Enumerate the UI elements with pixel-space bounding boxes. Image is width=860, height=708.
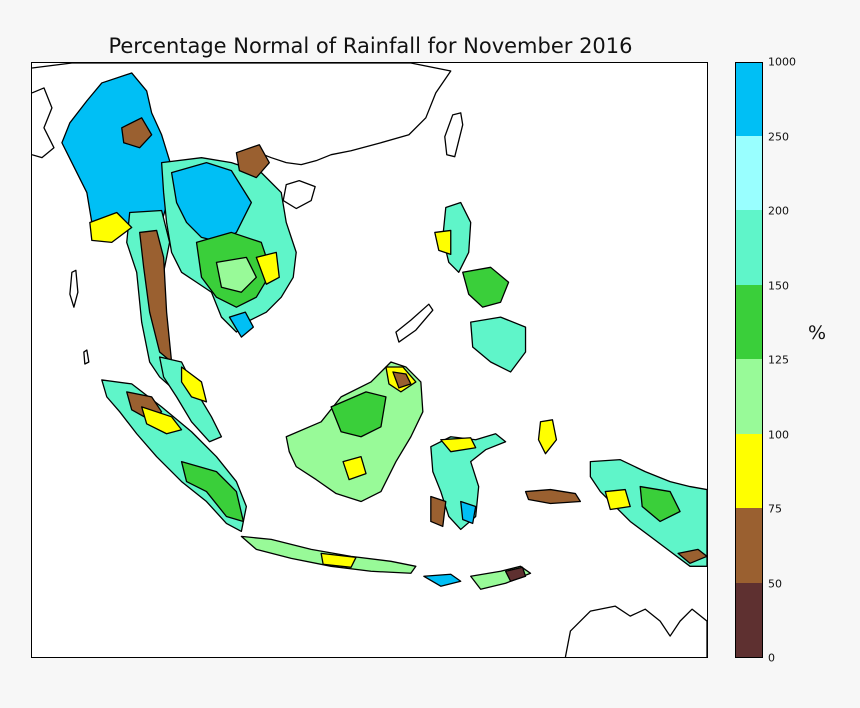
- patch-brown-north: [121, 117, 153, 149]
- colorbar: [735, 62, 763, 658]
- patch-yellow-java: [320, 552, 357, 568]
- map-frame: [31, 62, 708, 658]
- patch-yellow-sumatra: [141, 406, 183, 435]
- patch-brown-timor: [504, 566, 527, 582]
- hainan-island: [282, 179, 316, 210]
- region-halmahera: [537, 419, 558, 455]
- colorbar-tick-label: 50: [768, 577, 782, 590]
- colorbar-band-75-100: [736, 433, 762, 508]
- patch-yellow-newguinea: [604, 488, 631, 511]
- colorbar-band-125-150: [736, 284, 762, 359]
- units-label: %: [808, 322, 827, 344]
- region-bali-lombok: [423, 573, 462, 587]
- region-seram-buru: [524, 488, 582, 505]
- colorbar-band-0-50: [736, 582, 762, 657]
- patch-yellow-west: [89, 211, 133, 244]
- china-coastline: [32, 63, 452, 166]
- patch-brown-vietnam: [235, 144, 270, 179]
- colorbar-tick-label: 1000: [768, 55, 796, 69]
- patch-brown-newguinea: [677, 548, 707, 564]
- map-title: Percentage Normal of Rainfall for Novemb…: [108, 34, 633, 58]
- colorbar-band-100-125: [736, 358, 762, 434]
- patch-blue-cambodia: [228, 311, 254, 338]
- patch-yellow-luzon: [434, 229, 452, 256]
- patch-yellow-vietnam: [255, 251, 280, 285]
- colorbar-tick-label: 75: [768, 502, 782, 516]
- region-sulawesi: [430, 433, 507, 531]
- rainfall-map: [32, 63, 707, 657]
- colorbar-tick-label: 0: [768, 651, 775, 665]
- colorbar-band-50-75: [736, 507, 762, 583]
- patch-yellow-sulawesi: [440, 437, 477, 453]
- nicobar-islands: [83, 349, 90, 365]
- colorbar-tick-label: 150: [768, 279, 789, 292]
- colorbar-tick-label: 125: [768, 353, 789, 367]
- patch-yellow-borneo-south: [342, 456, 367, 481]
- colorbar-band-200-250: [736, 135, 762, 210]
- colorbar-tick-label: 100: [768, 428, 789, 441]
- patch-blue-sulawesi: [460, 500, 477, 525]
- region-palawan: [395, 303, 434, 343]
- andaman-islands: [69, 269, 79, 308]
- region-new-guinea: [589, 459, 707, 567]
- patch-green-sumatra: [180, 461, 245, 523]
- region-visayas: [462, 266, 510, 308]
- patch-lightgreen-indochina: [215, 256, 257, 293]
- colorbar-band-250-1000: [736, 63, 762, 136]
- colorbar-tick-label: 200: [768, 204, 789, 218]
- patch-yellow-malaya: [180, 366, 208, 403]
- region-mindanao: [470, 316, 527, 373]
- taiwan-island: [444, 112, 464, 158]
- patch-brown-borneo: [392, 371, 412, 389]
- patch-green-newguinea: [639, 485, 681, 523]
- patch-brown-sulawesi: [430, 495, 447, 528]
- india-border: [32, 87, 55, 159]
- australia-coastline: [564, 605, 707, 657]
- colorbar-band-150-200: [736, 209, 762, 285]
- patch-green-borneo: [330, 391, 387, 438]
- colorbar-tick-label: 250: [768, 130, 789, 143]
